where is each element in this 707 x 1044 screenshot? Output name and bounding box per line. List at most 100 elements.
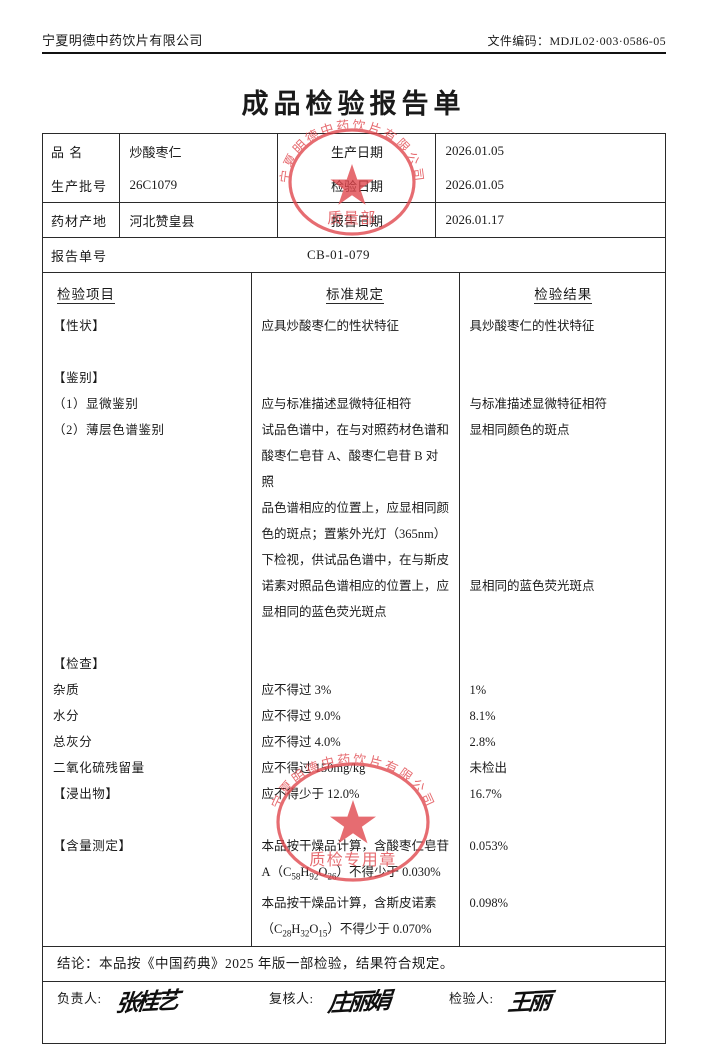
table-row: 二氧化硫残留量 应不得过 150mg/kg 未检出 bbox=[43, 755, 667, 781]
cell-result: 16.7% bbox=[469, 787, 502, 801]
cell-standard bbox=[251, 807, 460, 833]
cell-item bbox=[43, 495, 252, 521]
inspector-signature: 王丽 bbox=[506, 988, 550, 1017]
batch-label: 生产批号 bbox=[43, 168, 120, 203]
cell-item bbox=[43, 915, 252, 946]
meta-row-origin: 药材产地 河北赞皇县 报告日期 2026.01.17 bbox=[43, 202, 665, 238]
cell-result: 0.098% bbox=[469, 895, 509, 910]
batch-value: 26C1079 bbox=[119, 168, 278, 203]
cell-result bbox=[459, 651, 667, 677]
document-code: 文件编码：MDJL02·003·0586-05 bbox=[487, 32, 666, 49]
report-page: 宁夏明德中药饮片有限公司 文件编码：MDJL02·003·0586-05 成品检… bbox=[42, 30, 667, 1044]
cell-standard bbox=[251, 365, 460, 391]
report-no-label: 报告单号 bbox=[51, 248, 108, 264]
results-body: 【性状】 应具炒酸枣仁的性状特征 具炒酸枣仁的性状特征 【鉴别】 （1）显微鉴别 应与标准… bbox=[43, 313, 667, 946]
cell-item: 【检查】 bbox=[43, 651, 252, 677]
cell-item bbox=[43, 599, 252, 625]
cell-item bbox=[43, 443, 252, 495]
cell-standard: 诺素对照品色谱相应的位置上，应 bbox=[251, 573, 460, 599]
cell-item: 二氧化硫残留量 bbox=[43, 755, 252, 781]
table-row: A（C58H92O26）不得少于 0.030% bbox=[43, 859, 667, 890]
table-row: 显相同的蓝色荧光斑点 bbox=[43, 599, 667, 625]
cell-standard: 显相同的蓝色荧光斑点 bbox=[251, 599, 460, 625]
cell-item bbox=[43, 807, 252, 833]
company-name: 宁夏明德中药饮片有限公司 bbox=[42, 33, 203, 48]
cell-standard: 应与标准描述显微特征相符 bbox=[251, 391, 460, 417]
cell-standard: 品色谱相应的位置上，应显相同颜 bbox=[251, 495, 460, 521]
table-row: 品色谱相应的位置上，应显相同颜 bbox=[43, 495, 667, 521]
table-spacer-row bbox=[43, 339, 667, 365]
document-code-value: MDJL02·003·0586-05 bbox=[549, 34, 666, 48]
cell-item: 总灰分 bbox=[43, 729, 252, 755]
header-standard: 标准规定 bbox=[251, 273, 460, 313]
cell-standard: （C28H32O15）不得少于 0.070% bbox=[251, 915, 460, 946]
cell-item: （1）显微鉴别 bbox=[43, 391, 252, 417]
product-name-label: 品 名 bbox=[43, 134, 120, 168]
production-date-value: 2026.01.05 bbox=[445, 143, 505, 158]
cell-result: 未检出 bbox=[469, 761, 508, 775]
report-date-label: 报告日期 bbox=[277, 202, 436, 238]
document-code-label: 文件编码： bbox=[487, 34, 550, 48]
signature-reviewer: 复核人: 庄丽娟 bbox=[269, 986, 449, 1018]
responsible-signature: 张桂艺 bbox=[114, 988, 178, 1018]
meta-row-product: 品 名 炒酸枣仁 生产日期 2026.01.05 bbox=[43, 134, 665, 168]
cell-standard: 本品按干燥品计算，含斯皮诺素 bbox=[251, 889, 460, 916]
cell-result bbox=[459, 339, 667, 365]
header-item: 检验项目 bbox=[43, 273, 252, 313]
cell-standard: 下检视，供试品色谱中，在与斯皮 bbox=[251, 547, 460, 573]
cell-standard: 酸枣仁皂苷 A、酸枣仁皂苷 B 对照 bbox=[251, 443, 460, 495]
cell-result bbox=[459, 859, 667, 890]
table-row: 下检视，供试品色谱中，在与斯皮 bbox=[43, 547, 667, 573]
signature-row: 负责人: 张桂艺 复核人: 庄丽娟 检验人: 王丽 bbox=[43, 981, 665, 1043]
header-divider bbox=[42, 52, 666, 54]
cell-item: （2）薄层色谱鉴别 bbox=[43, 417, 252, 443]
cell-item bbox=[43, 339, 252, 365]
cell-item bbox=[43, 625, 252, 651]
cell-item bbox=[43, 521, 252, 547]
cell-item bbox=[43, 889, 252, 916]
cell-result bbox=[459, 916, 667, 947]
cell-standard: 应不得过 9.0% bbox=[251, 703, 460, 729]
cell-result: 0.053% bbox=[469, 839, 509, 853]
table-row: （1）显微鉴别 应与标准描述显微特征相符 与标准描述显微特征相符 bbox=[43, 391, 667, 417]
cell-result: 8.1% bbox=[469, 709, 496, 723]
signature-responsible: 负责人: 张桂艺 bbox=[57, 986, 269, 1018]
letterhead: 宁夏明德中药饮片有限公司 文件编码：MDJL02·003·0586-05 bbox=[42, 30, 666, 49]
cell-result: 与标准描述显微特征相符 bbox=[469, 397, 608, 411]
cell-result: 显相同颜色的斑点 bbox=[469, 423, 570, 437]
reviewer-signature: 庄丽娟 bbox=[326, 988, 390, 1018]
cell-result bbox=[459, 547, 667, 573]
results-table: 检验项目 标准规定 检验结果 【性状】 应具炒酸枣仁的性状特征 具炒酸枣仁的性状特征… bbox=[43, 273, 667, 946]
cell-result bbox=[459, 521, 667, 547]
cell-result bbox=[459, 495, 667, 521]
cell-result bbox=[459, 443, 667, 495]
cell-item bbox=[43, 859, 252, 890]
header-standard-text: 标准规定 bbox=[326, 287, 384, 304]
cell-item: 杂质 bbox=[43, 677, 252, 703]
origin-label: 药材产地 bbox=[43, 202, 120, 238]
cell-item: 【鉴别】 bbox=[43, 365, 252, 391]
table-row: 【含量测定】 本品按干燥品计算，含酸枣仁皂苷 0.053% bbox=[43, 833, 667, 859]
cell-item: 水分 bbox=[43, 703, 252, 729]
reviewer-label: 复核人: bbox=[269, 991, 314, 1006]
table-row: （C28H32O15）不得少于 0.070% bbox=[43, 915, 667, 947]
report-date-value: 2026.01.17 bbox=[445, 212, 505, 227]
cell-item bbox=[43, 573, 252, 599]
table-row: 酸枣仁皂苷 A、酸枣仁皂苷 B 对照 bbox=[43, 443, 667, 495]
responsible-label: 负责人: bbox=[57, 991, 102, 1006]
cell-result: 显相同的蓝色荧光斑点 bbox=[469, 579, 595, 593]
cell-result: 2.8% bbox=[469, 735, 496, 749]
table-spacer-row bbox=[43, 807, 667, 833]
meta-row-reportno: 报告单号 CB-01-079 bbox=[43, 238, 665, 273]
table-row: 【鉴别】 bbox=[43, 365, 667, 391]
inspector-label: 检验人: bbox=[449, 991, 494, 1006]
header-result-text: 检验结果 bbox=[534, 287, 593, 304]
table-row: 总灰分 应不得过 4.0% 2.8% bbox=[43, 729, 667, 755]
page-title: 成品检验报告单 bbox=[241, 89, 466, 119]
product-name-value: 炒酸枣仁 bbox=[119, 134, 278, 168]
cell-result: 具炒酸枣仁的性状特征 bbox=[469, 319, 595, 333]
cell-standard: 试品色谱中，在与对照药材色谱和 bbox=[251, 417, 460, 443]
table-row: 色的斑点；置紫外光灯（365nm） bbox=[43, 521, 667, 547]
cell-result bbox=[459, 365, 667, 391]
table-row: 【性状】 应具炒酸枣仁的性状特征 具炒酸枣仁的性状特征 bbox=[43, 313, 667, 339]
